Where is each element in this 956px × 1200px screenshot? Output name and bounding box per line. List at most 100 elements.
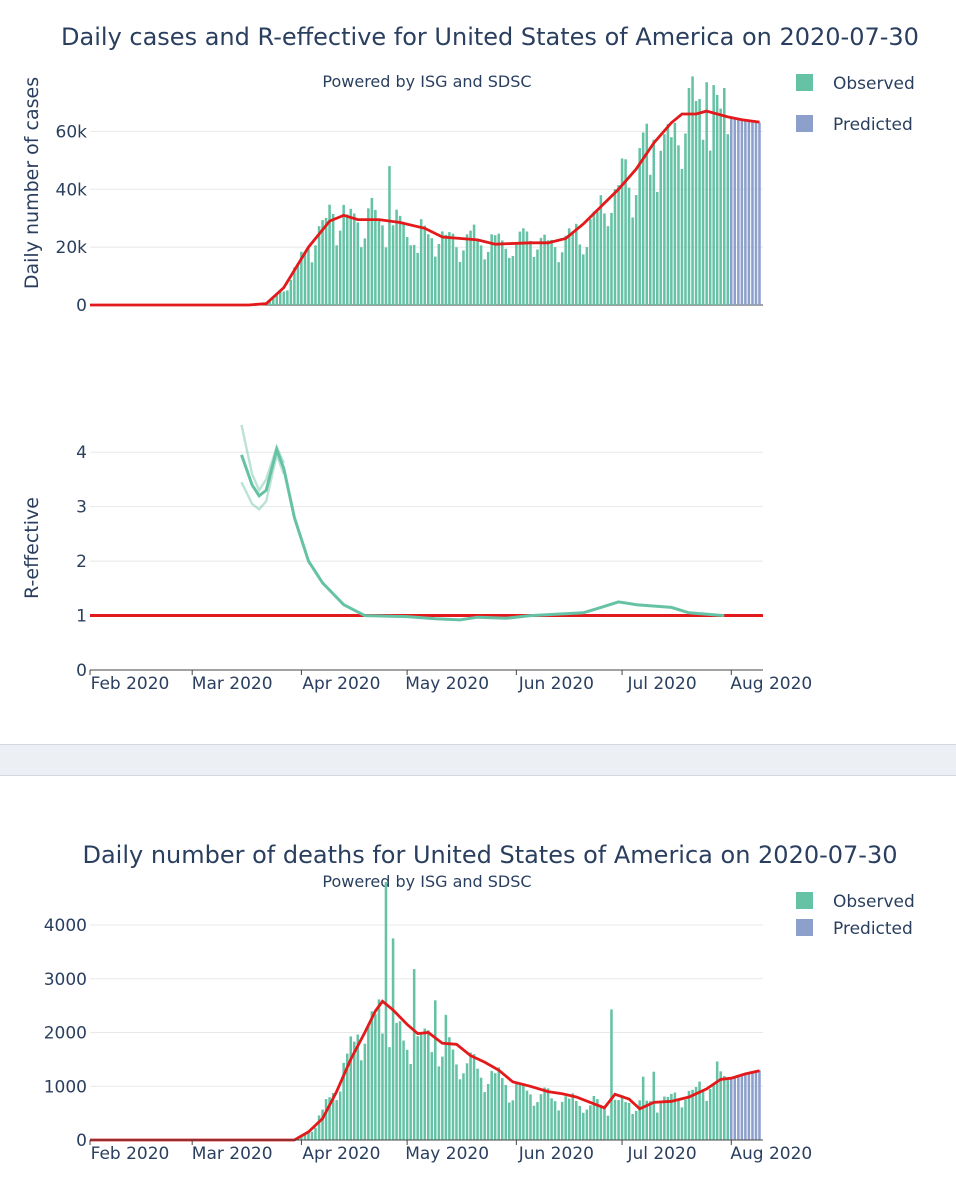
- observed-bar[interactable]: [342, 204, 345, 305]
- observed-bar[interactable]: [388, 166, 391, 305]
- observed-bar[interactable]: [448, 1037, 451, 1140]
- observed-bar[interactable]: [314, 245, 317, 305]
- observed-bar[interactable]: [659, 1103, 663, 1141]
- observed-bar[interactable]: [701, 1090, 705, 1140]
- observed-bar[interactable]: [613, 189, 617, 305]
- observed-bar[interactable]: [641, 132, 645, 306]
- legend-predicted-label[interactable]: Predicted: [833, 115, 913, 135]
- observed-bar[interactable]: [349, 208, 353, 305]
- observed-bar[interactable]: [451, 1049, 455, 1141]
- observed-bar[interactable]: [515, 242, 518, 305]
- observed-bar[interactable]: [300, 251, 303, 305]
- observed-bar[interactable]: [550, 239, 553, 305]
- observed-bar[interactable]: [666, 123, 670, 306]
- observed-bar[interactable]: [483, 1092, 486, 1140]
- observed-bar[interactable]: [673, 122, 677, 306]
- observed-bar[interactable]: [564, 1096, 567, 1140]
- observed-bar[interactable]: [606, 1115, 610, 1140]
- observed-bar[interactable]: [430, 238, 434, 305]
- observed-bar[interactable]: [282, 291, 286, 306]
- predicted-bar[interactable]: [744, 120, 747, 305]
- observed-bar[interactable]: [497, 1067, 501, 1140]
- observed-bar[interactable]: [726, 1080, 730, 1140]
- predicted-bar[interactable]: [733, 1076, 737, 1140]
- observed-bar[interactable]: [321, 220, 324, 305]
- observed-bar[interactable]: [627, 1103, 631, 1140]
- observed-bar[interactable]: [705, 1100, 708, 1140]
- observed-bar[interactable]: [638, 1100, 641, 1140]
- observed-bar[interactable]: [427, 234, 430, 305]
- observed-bar[interactable]: [328, 1097, 331, 1140]
- observed-bar[interactable]: [715, 1061, 719, 1141]
- observed-bar[interactable]: [335, 1100, 338, 1140]
- observed-bar[interactable]: [338, 230, 342, 305]
- observed-bar[interactable]: [677, 1099, 680, 1140]
- observed-bar[interactable]: [571, 1093, 575, 1140]
- observed-bar[interactable]: [592, 1096, 596, 1140]
- observed-bar[interactable]: [705, 82, 708, 305]
- observed-bar[interactable]: [370, 197, 374, 305]
- observed-bar[interactable]: [652, 139, 656, 305]
- observed-bar[interactable]: [617, 1100, 620, 1140]
- predicted-bar[interactable]: [751, 1071, 754, 1140]
- observed-bar[interactable]: [324, 1099, 328, 1140]
- observed-bar[interactable]: [493, 235, 497, 305]
- observed-bar[interactable]: [296, 263, 300, 306]
- observed-bar[interactable]: [557, 1110, 560, 1140]
- observed-bar[interactable]: [342, 1062, 345, 1140]
- observed-bar[interactable]: [670, 137, 673, 305]
- observed-bar[interactable]: [423, 1028, 427, 1140]
- observed-bar[interactable]: [303, 1133, 307, 1140]
- predicted-bar[interactable]: [758, 122, 761, 306]
- observed-bar[interactable]: [582, 1112, 585, 1140]
- observed-bar[interactable]: [620, 1095, 624, 1140]
- observed-bar[interactable]: [434, 1000, 437, 1141]
- observed-bar[interactable]: [582, 254, 585, 305]
- observed-bar[interactable]: [289, 279, 293, 305]
- observed-bar[interactable]: [532, 257, 536, 305]
- observed-bar[interactable]: [353, 213, 356, 306]
- observed-bar[interactable]: [462, 250, 465, 305]
- observed-bar[interactable]: [613, 1099, 617, 1140]
- observed-bar[interactable]: [525, 231, 529, 306]
- observed-bar[interactable]: [567, 1098, 571, 1141]
- observed-bar[interactable]: [458, 261, 462, 305]
- observed-bar[interactable]: [564, 235, 567, 305]
- observed-bar[interactable]: [606, 226, 610, 305]
- observed-bar[interactable]: [645, 1100, 649, 1140]
- observed-bar[interactable]: [575, 1101, 578, 1140]
- observed-bar[interactable]: [381, 225, 384, 305]
- observed-bar[interactable]: [483, 259, 486, 305]
- observed-bar[interactable]: [303, 251, 307, 305]
- observed-bar[interactable]: [687, 88, 691, 305]
- legend-observed-label[interactable]: Observed: [833, 74, 915, 94]
- legend-observed-label[interactable]: Observed: [833, 892, 915, 912]
- observed-bar[interactable]: [416, 252, 419, 305]
- observed-bar[interactable]: [501, 1078, 504, 1140]
- observed-bar[interactable]: [349, 1036, 353, 1140]
- predicted-bar[interactable]: [737, 1075, 740, 1141]
- observed-bar[interactable]: [275, 293, 279, 306]
- observed-bar[interactable]: [656, 1112, 659, 1140]
- predicted-bar[interactable]: [747, 1072, 751, 1141]
- observed-bar[interactable]: [381, 1033, 384, 1141]
- observed-bar[interactable]: [331, 1093, 335, 1140]
- observed-bar[interactable]: [437, 1066, 441, 1140]
- observed-bar[interactable]: [472, 1054, 476, 1140]
- observed-bar[interactable]: [360, 1060, 363, 1140]
- observed-bar[interactable]: [497, 233, 501, 305]
- observed-bar[interactable]: [268, 300, 271, 305]
- observed-bar[interactable]: [631, 1114, 634, 1140]
- observed-bar[interactable]: [346, 214, 349, 305]
- observed-bar[interactable]: [670, 1093, 673, 1140]
- observed-bar[interactable]: [427, 1030, 430, 1140]
- observed-bar[interactable]: [715, 94, 719, 306]
- observed-bar[interactable]: [441, 1056, 444, 1140]
- observed-bar[interactable]: [493, 1073, 497, 1140]
- observed-bar[interactable]: [511, 256, 515, 305]
- observed-bar[interactable]: [455, 1064, 458, 1140]
- predicted-bar[interactable]: [751, 121, 754, 305]
- observed-bar[interactable]: [310, 262, 314, 305]
- observed-bar[interactable]: [331, 214, 335, 305]
- observed-bar[interactable]: [419, 219, 423, 305]
